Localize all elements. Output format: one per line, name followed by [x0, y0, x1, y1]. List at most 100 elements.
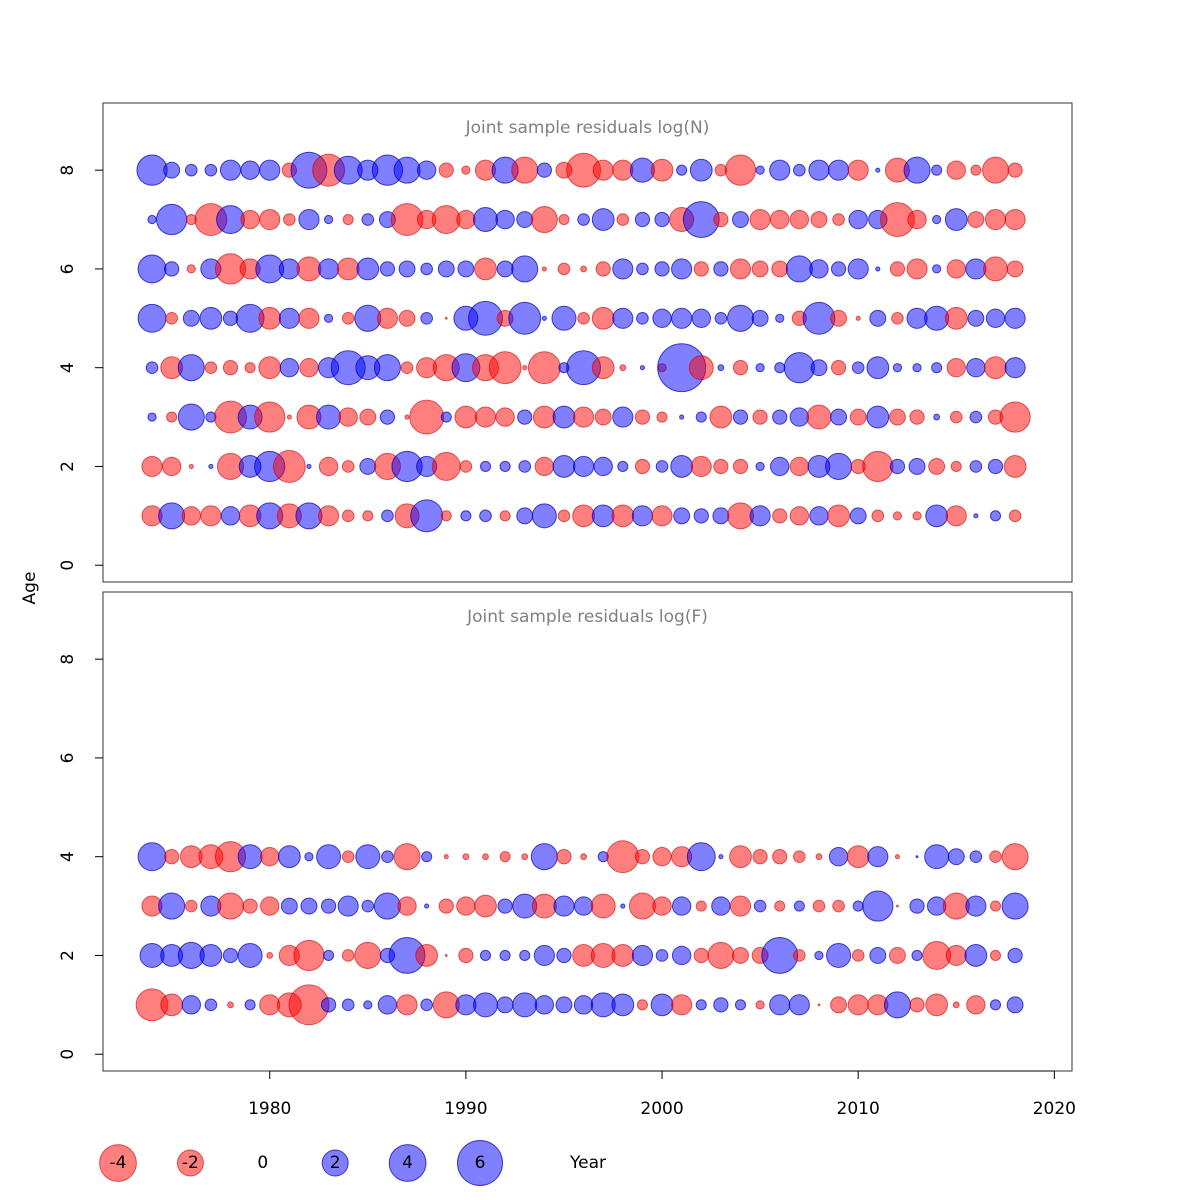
bubble	[552, 455, 576, 478]
bubble	[634, 849, 651, 865]
bubble	[511, 255, 539, 283]
bubble	[227, 1001, 234, 1009]
bubble	[611, 504, 635, 528]
bubble	[809, 506, 829, 526]
bubble	[551, 305, 577, 331]
bubble	[729, 258, 752, 280]
bubble	[611, 944, 635, 967]
bubble	[611, 993, 635, 1017]
bubble	[911, 949, 923, 961]
bubble	[761, 937, 799, 974]
bubble	[712, 507, 730, 525]
bubble	[989, 999, 1002, 1011]
bubble	[726, 304, 755, 332]
bubble	[216, 205, 245, 234]
bubble	[732, 360, 749, 376]
bubble	[616, 213, 630, 226]
x-tick-label: 2000	[640, 1099, 683, 1119]
bubble	[341, 998, 355, 1012]
bubble	[925, 504, 949, 528]
bubble	[499, 851, 511, 863]
bubble	[830, 309, 848, 327]
x-tick-label: 1990	[444, 1099, 487, 1119]
bubble	[531, 893, 557, 919]
bubble	[785, 255, 813, 283]
bubble	[654, 261, 670, 277]
x-tick-label: 2010	[837, 1099, 880, 1119]
bubble	[278, 258, 300, 280]
bubble	[260, 896, 280, 916]
bubble	[323, 949, 335, 961]
bubble	[136, 154, 168, 186]
bubble	[398, 260, 416, 278]
bubble	[866, 405, 890, 429]
bubble	[577, 311, 590, 325]
bubble	[184, 899, 198, 913]
bubble	[713, 458, 729, 475]
bubble	[724, 154, 757, 186]
bubble	[810, 359, 828, 377]
bubble	[789, 506, 810, 526]
bubble	[558, 214, 570, 226]
bubble	[945, 944, 967, 967]
bubble	[825, 452, 853, 480]
panel-title: Joint sample residuals log(F)	[466, 607, 708, 627]
bubble	[755, 1000, 765, 1010]
bubble	[985, 308, 1006, 329]
bubble	[161, 456, 182, 477]
bubble	[242, 898, 258, 914]
bubble	[590, 893, 616, 919]
bubble	[237, 942, 263, 968]
bubble	[499, 949, 511, 961]
bubble	[752, 849, 768, 865]
bubble	[631, 505, 654, 527]
bubble	[499, 510, 511, 522]
bubble	[595, 261, 611, 277]
bubble	[987, 458, 1004, 475]
bubble	[160, 993, 184, 1017]
bubble	[966, 357, 986, 378]
bubble	[612, 307, 634, 329]
bubble	[156, 203, 188, 236]
bubble	[1001, 843, 1029, 871]
bubble	[671, 896, 692, 916]
bubble	[871, 509, 885, 523]
bubble	[751, 260, 769, 278]
bubble	[931, 362, 943, 374]
bubble	[317, 258, 340, 280]
bubble	[557, 262, 571, 276]
bubble	[749, 505, 771, 527]
bubble	[950, 460, 962, 472]
bubble	[847, 994, 869, 1016]
bubble	[810, 211, 828, 229]
bubble	[396, 994, 418, 1016]
bubble	[732, 458, 749, 475]
bubble	[671, 994, 693, 1016]
bubble	[772, 849, 788, 865]
bubble	[158, 502, 186, 530]
bubble	[981, 156, 1010, 184]
bubble	[137, 842, 167, 872]
bubble	[438, 162, 454, 178]
legend-label: 4	[402, 1153, 413, 1173]
bubble	[531, 503, 557, 529]
bubble	[158, 892, 186, 920]
bubble	[770, 209, 790, 230]
bubble	[848, 209, 868, 230]
bubble	[774, 900, 786, 912]
bubble	[556, 849, 572, 865]
bubble	[521, 853, 529, 861]
bubble	[317, 505, 340, 527]
bubble	[359, 408, 377, 426]
bubble	[258, 356, 282, 380]
bubble	[216, 892, 245, 920]
bubble	[461, 165, 471, 175]
bubble	[572, 455, 595, 478]
bubble	[826, 942, 852, 968]
bubble	[729, 845, 752, 869]
bubble	[186, 264, 196, 274]
bubble	[933, 413, 941, 421]
bubble	[222, 947, 239, 964]
bubble	[440, 510, 452, 522]
